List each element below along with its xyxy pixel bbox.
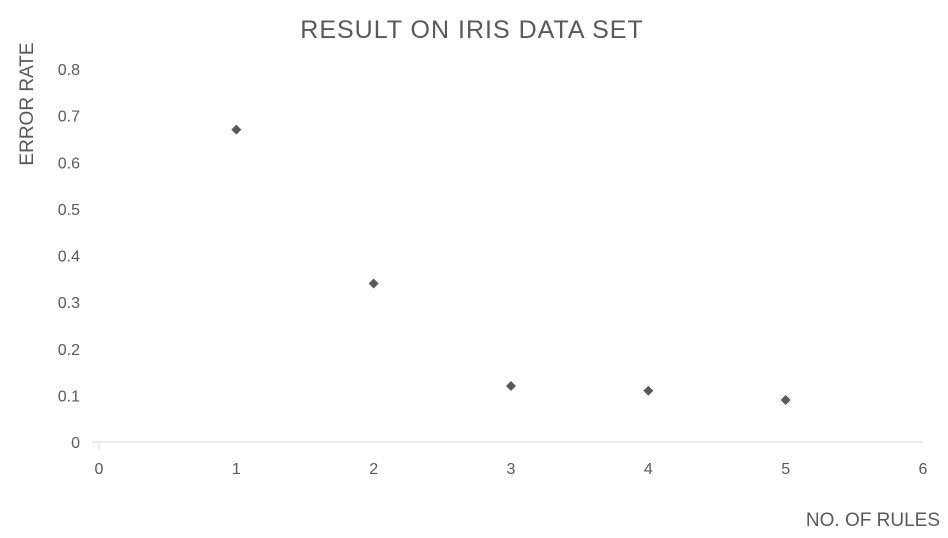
- y-tick-label: 0: [71, 435, 80, 452]
- x-tick-label: 2: [369, 461, 378, 478]
- x-tick-label: 5: [781, 461, 790, 478]
- x-axis-ticks: 0 1 2 3 4 5 6: [95, 461, 928, 478]
- y-tick-label: 0.6: [58, 155, 80, 172]
- x-tick-label: 6: [919, 461, 928, 478]
- y-tick-label: 0.8: [58, 62, 80, 79]
- data-point-diamond: [231, 124, 242, 135]
- chart-title: RESULT ON IRIS DATA SET: [300, 16, 643, 44]
- y-tick-label: 0.7: [58, 109, 80, 126]
- y-tick-label: 0.5: [58, 202, 80, 219]
- y-tick-label: 0.3: [58, 295, 80, 312]
- y-tick-label: 0.1: [58, 388, 80, 405]
- x-tick-label: 4: [644, 461, 653, 478]
- data-points: [231, 124, 791, 406]
- x-tick-label: 0: [95, 461, 104, 478]
- x-tick-label: 3: [507, 461, 516, 478]
- x-tick-label: 1: [232, 461, 241, 478]
- y-tick-label: 0.2: [58, 342, 80, 359]
- data-point-diamond: [780, 395, 791, 406]
- y-axis-title: ERROR RATE: [17, 42, 38, 165]
- y-axis-ticks: 0 0.1 0.2 0.3 0.4 0.5 0.6 0.7 0.8: [58, 62, 80, 452]
- data-point-diamond: [643, 385, 654, 396]
- y-tick-label: 0.4: [58, 249, 80, 266]
- x-axis-title: NO. OF RULES: [806, 510, 940, 531]
- data-point-diamond: [506, 381, 516, 392]
- data-point-diamond: [368, 278, 379, 289]
